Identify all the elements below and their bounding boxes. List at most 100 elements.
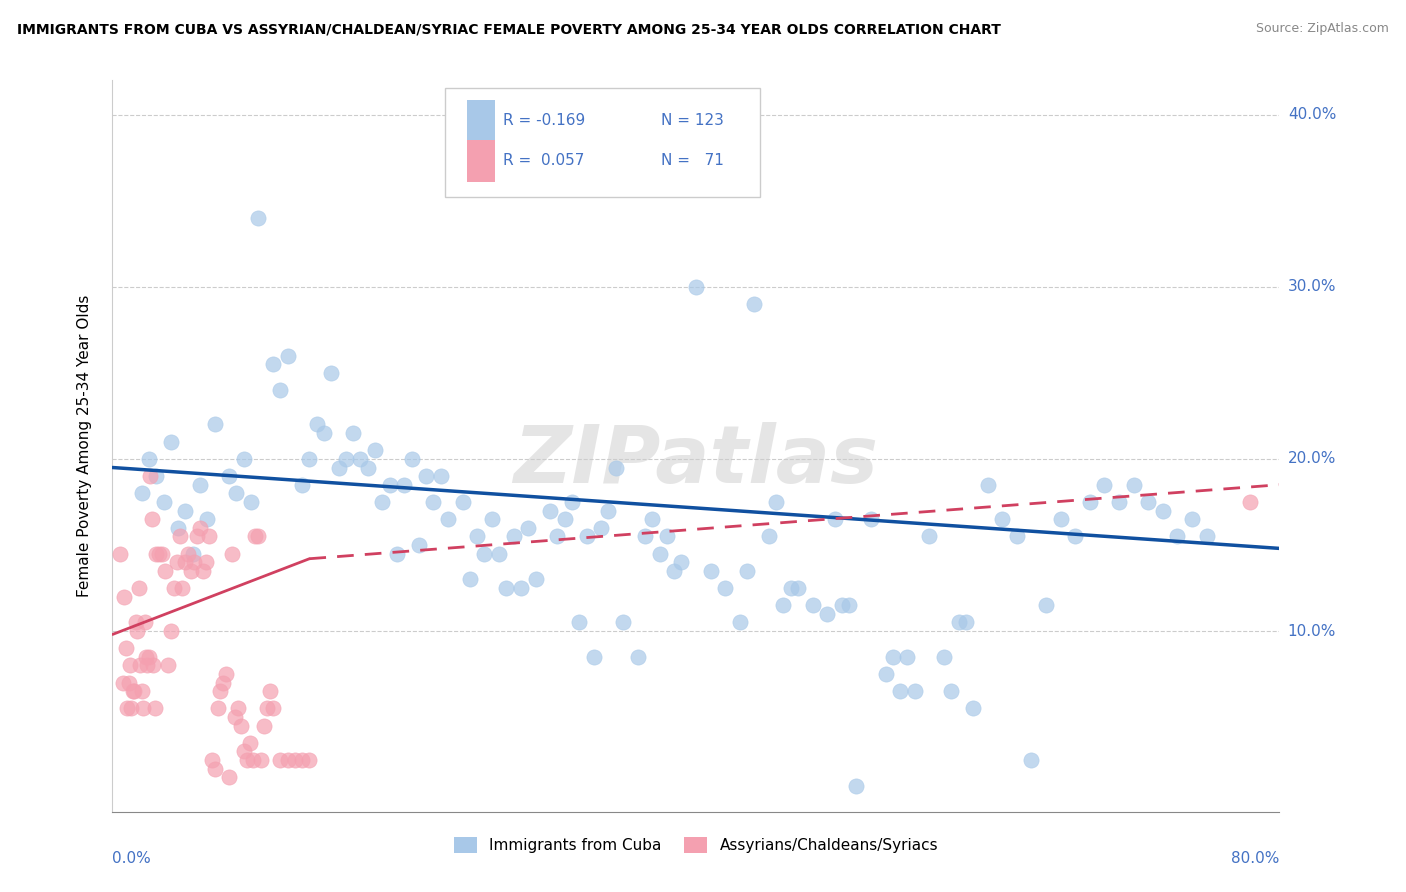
Point bbox=[112, 590, 135, 604]
Point bbox=[229, 719, 252, 733]
Text: N =   71: N = 71 bbox=[661, 153, 724, 169]
Point bbox=[239, 736, 262, 750]
Point bbox=[181, 547, 204, 561]
Point bbox=[108, 547, 131, 561]
Text: IMMIGRANTS FROM CUBA VS ASSYRIAN/CHALDEAN/SYRIAC FEMALE POVERTY AMONG 25-34 YEAR: IMMIGRANTS FROM CUBA VS ASSYRIAN/CHALDEA… bbox=[17, 22, 1001, 37]
Point bbox=[135, 649, 157, 664]
Point bbox=[509, 581, 531, 595]
Point bbox=[153, 564, 176, 578]
Point bbox=[1239, 495, 1261, 509]
Point bbox=[1108, 495, 1130, 509]
Point bbox=[118, 658, 141, 673]
Point bbox=[197, 529, 219, 543]
Point bbox=[298, 753, 321, 767]
Text: 0.0%: 0.0% bbox=[112, 851, 152, 865]
Point bbox=[156, 658, 179, 673]
Point bbox=[166, 555, 188, 569]
FancyBboxPatch shape bbox=[467, 100, 495, 141]
Point bbox=[207, 701, 229, 715]
Point bbox=[801, 598, 824, 612]
Point bbox=[648, 547, 671, 561]
Point bbox=[429, 469, 451, 483]
Point bbox=[240, 495, 263, 509]
Point bbox=[201, 753, 224, 767]
Point bbox=[415, 469, 437, 483]
Point bbox=[143, 701, 166, 715]
Point bbox=[204, 762, 226, 776]
Point bbox=[408, 538, 430, 552]
Point bbox=[422, 495, 444, 509]
Point bbox=[1166, 529, 1188, 543]
Point bbox=[735, 564, 758, 578]
Point bbox=[226, 701, 249, 715]
Point bbox=[132, 701, 155, 715]
Point bbox=[218, 469, 240, 483]
Point bbox=[1094, 477, 1116, 491]
Point bbox=[312, 426, 335, 441]
Point bbox=[451, 495, 474, 509]
Point bbox=[125, 615, 148, 630]
Point bbox=[194, 555, 217, 569]
Point bbox=[276, 349, 298, 363]
Point bbox=[150, 547, 173, 561]
Point bbox=[242, 753, 264, 767]
Point bbox=[188, 521, 211, 535]
Point bbox=[474, 547, 496, 561]
Point bbox=[582, 649, 605, 664]
Point bbox=[122, 684, 145, 698]
Point bbox=[605, 460, 627, 475]
Legend: Immigrants from Cuba, Assyrians/Chaldeans/Syriacs: Immigrants from Cuba, Assyrians/Chaldean… bbox=[447, 830, 945, 859]
Point bbox=[889, 684, 911, 698]
Point bbox=[349, 451, 371, 466]
Point bbox=[394, 477, 416, 491]
Point bbox=[215, 667, 238, 681]
Point bbox=[991, 512, 1014, 526]
Point bbox=[209, 684, 232, 698]
Point bbox=[481, 512, 503, 526]
Point bbox=[169, 529, 191, 543]
Point bbox=[1152, 503, 1174, 517]
Point bbox=[188, 477, 211, 491]
Point bbox=[276, 753, 298, 767]
Point bbox=[232, 744, 254, 758]
Point bbox=[174, 555, 197, 569]
Text: R =  0.057: R = 0.057 bbox=[503, 153, 585, 169]
Text: ZIPatlas: ZIPatlas bbox=[513, 422, 879, 500]
Point bbox=[224, 710, 246, 724]
Point bbox=[291, 477, 314, 491]
Point bbox=[955, 615, 977, 630]
Point bbox=[685, 280, 707, 294]
Point bbox=[218, 770, 240, 784]
Point bbox=[1049, 512, 1071, 526]
Point bbox=[904, 684, 927, 698]
Point bbox=[1021, 753, 1043, 767]
Text: Source: ZipAtlas.com: Source: ZipAtlas.com bbox=[1256, 22, 1389, 36]
Text: 80.0%: 80.0% bbox=[1232, 851, 1279, 865]
Point bbox=[758, 529, 780, 543]
Point bbox=[962, 701, 984, 715]
Point bbox=[655, 529, 678, 543]
Point bbox=[1195, 529, 1218, 543]
Point bbox=[247, 211, 270, 225]
Point bbox=[831, 598, 853, 612]
Text: R = -0.169: R = -0.169 bbox=[503, 113, 586, 128]
Point bbox=[124, 684, 146, 698]
Point bbox=[896, 649, 918, 664]
Point bbox=[180, 564, 202, 578]
Point bbox=[141, 512, 163, 526]
Point bbox=[838, 598, 860, 612]
Point bbox=[305, 417, 328, 432]
Point bbox=[120, 701, 142, 715]
Point bbox=[115, 701, 138, 715]
Point bbox=[598, 503, 620, 517]
Point bbox=[225, 486, 247, 500]
Point bbox=[918, 529, 941, 543]
Point bbox=[142, 658, 165, 673]
Point bbox=[177, 547, 200, 561]
Point bbox=[291, 753, 314, 767]
Text: 30.0%: 30.0% bbox=[1288, 279, 1336, 294]
Point bbox=[502, 529, 524, 543]
Point bbox=[1122, 477, 1144, 491]
Point bbox=[117, 675, 139, 690]
Point bbox=[815, 607, 838, 621]
